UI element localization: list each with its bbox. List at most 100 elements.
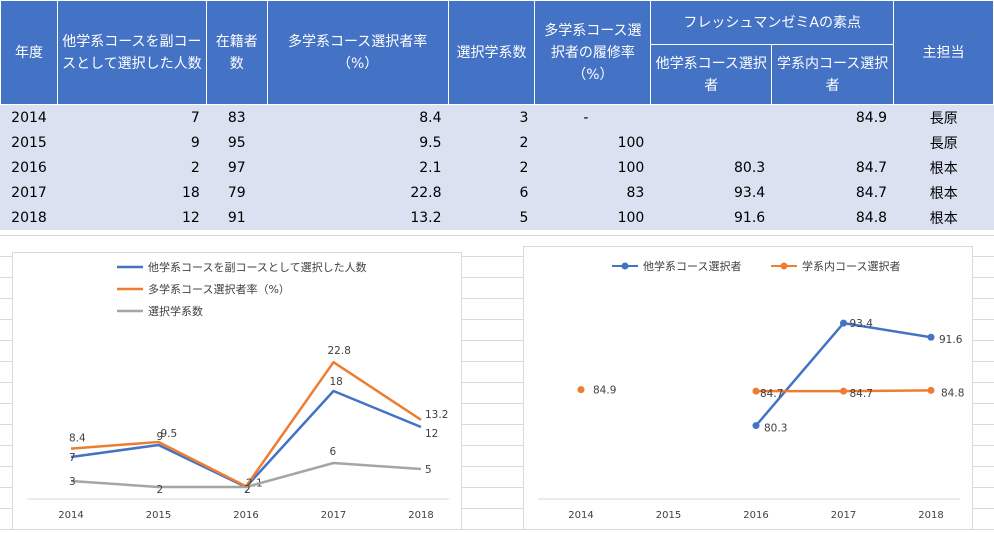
legend-label: 選択学系数 — [148, 304, 203, 318]
data-label: 18 — [330, 376, 343, 388]
legend-label: 学系内コース選択者 — [802, 259, 900, 273]
data-point — [927, 333, 935, 341]
data-label: 9 — [157, 431, 164, 443]
cell-inner-score[interactable] — [771, 130, 894, 155]
cell-other-score[interactable] — [650, 130, 772, 155]
cell-other-sub[interactable]: 18 — [56, 180, 207, 205]
data-point — [927, 386, 935, 394]
x-tick-label: 2017 — [321, 510, 346, 521]
cell-other-sub[interactable]: 7 — [56, 104, 207, 130]
x-tick-label: 2015 — [146, 510, 171, 521]
legend-label: 多学系コース選択者率（%） — [148, 282, 290, 296]
cell-other-sub[interactable]: 9 — [56, 130, 207, 155]
x-tick-label: 2018 — [918, 510, 943, 521]
chart-2-svg: 2014 2015 2016 2017 2018 他学系コース選択者 学系内コース選択者 80… — [538, 259, 964, 521]
header-completion[interactable]: 多学系コース選択者の履修率（%） — [534, 0, 652, 105]
legend-label: 他学系コースを副コースとして選択した人数 — [148, 260, 367, 274]
data-label: 22.8 — [328, 345, 351, 357]
cell-completion[interactable]: 100 — [534, 205, 651, 230]
cell-year[interactable]: 2018 — [0, 205, 58, 230]
data-label: 93.4 — [850, 318, 874, 330]
cell-inner-score[interactable]: 84.7 — [771, 155, 894, 180]
cell-enrolled[interactable]: 95 — [205, 130, 268, 155]
table-row: 2016 2 97 2.1 2 100 80.3 84.7 根本 — [0, 155, 994, 180]
x-tick-label: 2017 — [831, 510, 856, 521]
series-line — [70, 389, 422, 489]
cell-multi-rate[interactable]: 8.4 — [266, 104, 449, 130]
data-label: 13.2 — [425, 409, 448, 421]
data-label: 84.9 — [593, 385, 616, 397]
data-label: 6 — [330, 446, 337, 458]
cell-enrolled[interactable]: 91 — [205, 205, 268, 230]
legend-marker — [780, 262, 788, 270]
header-num-depts[interactable]: 選択学系数 — [447, 0, 536, 105]
header-person[interactable]: 主担当 — [893, 0, 994, 105]
legend-label: 他学系コース選択者 — [643, 259, 741, 273]
data-label: 9.5 — [161, 428, 178, 440]
data-point — [840, 319, 847, 327]
header-year[interactable]: 年度 — [0, 0, 58, 105]
cell-num-depts[interactable]: 3 — [447, 104, 535, 130]
cell-num-depts[interactable]: 2 — [447, 155, 535, 180]
table-row: 2017 18 79 22.8 6 83 93.4 84.7 根本 — [0, 180, 994, 205]
series-line — [755, 321, 932, 427]
cell-other-sub[interactable]: 2 — [56, 155, 207, 180]
series-line — [70, 461, 422, 489]
cell-other-score[interactable]: 80.3 — [650, 155, 772, 180]
header-freshman-seminar[interactable]: フレッシュマンゼミAの素点 — [650, 0, 895, 45]
legend-marker — [621, 262, 629, 270]
cell-year[interactable]: 2017 — [0, 180, 58, 205]
cell-multi-rate[interactable]: 13.2 — [266, 205, 449, 230]
cell-other-score[interactable]: 93.4 — [650, 180, 772, 205]
cell-year[interactable]: 2016 — [0, 155, 58, 180]
cell-num-depts[interactable]: 5 — [447, 205, 535, 230]
cell-inner-score[interactable]: 84.9 — [771, 104, 894, 130]
table-row: 2018 12 91 13.2 5 100 91.6 84.8 根本 — [0, 205, 994, 230]
x-tick-label: 2014 — [58, 510, 83, 521]
cell-multi-rate[interactable]: 9.5 — [266, 130, 449, 155]
cell-enrolled[interactable]: 79 — [205, 180, 268, 205]
header-inner-course[interactable]: 学系内コース選択者 — [771, 44, 895, 105]
cell-num-depts[interactable]: 6 — [447, 180, 535, 205]
data-label: 5 — [425, 464, 432, 476]
data-label: 12 — [425, 428, 438, 440]
cell-enrolled[interactable]: 83 — [205, 104, 268, 130]
data-point — [577, 386, 585, 394]
cell-other-score[interactable]: 91.6 — [650, 205, 772, 230]
chart-2[interactable]: 2014 2015 2016 2017 2018 他学系コース選択者 学系内コース選択者 80… — [523, 246, 973, 530]
cell-person[interactable]: 長原 — [893, 130, 994, 155]
cell-multi-rate[interactable]: 22.8 — [266, 180, 449, 205]
cell-year[interactable]: 2014 — [0, 104, 58, 130]
cell-person[interactable]: 根本 — [893, 155, 994, 180]
cell-year[interactable]: 2015 — [0, 130, 58, 155]
cell-enrolled[interactable]: 97 — [205, 155, 268, 180]
header-other-sub[interactable]: 他学系コースを副コースとして選択した人数 — [56, 0, 207, 105]
cell-inner-score[interactable]: 84.7 — [771, 180, 894, 205]
chart-1[interactable]: 2014 2015 2016 2017 2018 他学系コースを副コースとして選択した人数… — [12, 252, 462, 530]
cell-multi-rate[interactable]: 2.1 — [266, 155, 449, 180]
x-tick-label: 2016 — [743, 510, 768, 521]
x-tick-label: 2016 — [233, 510, 258, 521]
series-line — [70, 360, 422, 488]
cell-other-sub[interactable]: 12 — [56, 205, 207, 230]
cell-completion[interactable]: - — [534, 104, 651, 130]
data-label: 80.3 — [764, 423, 787, 435]
header-enrolled[interactable]: 在籍者数 — [205, 0, 268, 105]
header-multi-rate[interactable]: 多学系コース選択者率（%） — [266, 0, 449, 105]
data-label: 3 — [69, 476, 76, 488]
cell-other-score[interactable] — [650, 104, 772, 130]
cell-completion[interactable]: 100 — [534, 130, 651, 155]
header-other-course[interactable]: 他学系コース選択者 — [650, 44, 773, 105]
data-label: 91.6 — [939, 334, 963, 346]
cell-person[interactable]: 根本 — [893, 205, 994, 230]
data-point — [752, 387, 760, 395]
data-label: 2 — [244, 484, 251, 496]
cell-inner-score[interactable]: 84.8 — [771, 205, 894, 230]
cell-person[interactable]: 長原 — [893, 104, 994, 130]
cell-num-depts[interactable]: 2 — [447, 130, 535, 155]
cell-person[interactable]: 根本 — [893, 180, 994, 205]
cell-completion[interactable]: 83 — [534, 180, 651, 205]
data-label: 7 — [69, 452, 76, 464]
data-label: 84.7 — [850, 388, 873, 400]
cell-completion[interactable]: 100 — [534, 155, 651, 180]
